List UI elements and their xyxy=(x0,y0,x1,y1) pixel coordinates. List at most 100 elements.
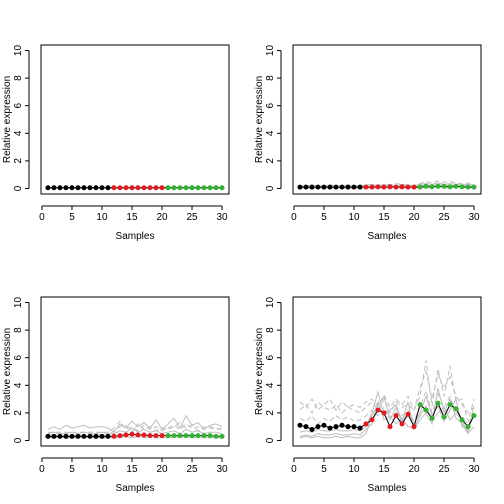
main-series-point xyxy=(93,433,99,439)
main-series-point xyxy=(153,185,159,191)
x-tick-label: 10 xyxy=(348,212,360,223)
plot-frame xyxy=(40,296,230,447)
y-tick-label: 8 xyxy=(13,75,24,81)
main-series-point xyxy=(333,184,339,190)
main-series-point xyxy=(141,432,147,438)
main-series-point xyxy=(81,433,87,439)
main-series-point xyxy=(411,184,417,190)
y-tick-label: 0 xyxy=(13,437,24,443)
main-series-point xyxy=(171,433,177,439)
background-series-5 xyxy=(299,369,475,414)
main-series-point xyxy=(135,185,141,191)
main-series-point xyxy=(471,413,477,419)
main-series-point xyxy=(111,185,117,191)
main-series-point xyxy=(213,433,219,439)
x-tick-label: 10 xyxy=(348,464,360,475)
x-tick-label: 10 xyxy=(96,464,108,475)
x-tick-label: 30 xyxy=(216,212,228,223)
y-tick-label: 4 xyxy=(13,382,24,388)
main-series-point xyxy=(63,433,69,439)
y-tick-label: 0 xyxy=(265,185,276,191)
main-series-point xyxy=(315,184,321,190)
y-axis-label: Relative expression xyxy=(2,76,13,163)
y-axis-label: Relative expression xyxy=(254,76,265,163)
main-series-point xyxy=(297,184,303,190)
y-tick-label: 6 xyxy=(13,354,24,360)
background-series-6 xyxy=(299,389,475,425)
main-series-point xyxy=(465,424,471,430)
background-series-1 xyxy=(299,387,475,439)
main-series-point xyxy=(435,183,441,189)
main-series-point xyxy=(441,183,447,189)
main-series-point xyxy=(171,185,177,191)
main-series-point xyxy=(189,185,195,191)
main-series-point xyxy=(141,185,147,191)
y-tick-label: 4 xyxy=(265,382,276,388)
background-series-4 xyxy=(299,360,475,424)
x-tick-label: 10 xyxy=(96,212,108,223)
main-series-point xyxy=(87,433,93,439)
y-tick-label: 8 xyxy=(265,75,276,81)
main-series-point xyxy=(429,184,435,190)
background-series-3 xyxy=(299,180,475,188)
main-series-point xyxy=(375,184,381,190)
x-tick-label: 5 xyxy=(321,464,327,475)
y-tick-label: 10 xyxy=(265,297,276,309)
background-series-5 xyxy=(47,420,223,433)
main-series-point xyxy=(207,433,213,439)
y-axis-label: Relative expression xyxy=(254,328,265,415)
y-tick-label: 10 xyxy=(265,45,276,57)
x-tick-label: 15 xyxy=(126,464,138,475)
y-axis-label: Relative expression xyxy=(2,328,13,415)
main-series-point xyxy=(453,183,459,189)
main-series-point xyxy=(159,433,165,439)
main-series-point xyxy=(417,184,423,190)
x-tick-label: 15 xyxy=(378,464,390,475)
x-axis-label: Samples xyxy=(116,231,155,242)
main-series-point xyxy=(195,185,201,191)
main-series-point xyxy=(309,184,315,190)
main-series-point xyxy=(405,411,411,417)
y-tick-label: 2 xyxy=(13,410,24,416)
main-series-point xyxy=(441,414,447,420)
main-series-point xyxy=(105,185,111,191)
main-series-point xyxy=(147,185,153,191)
plot-area xyxy=(297,180,477,190)
main-series-point xyxy=(105,433,111,439)
main-series-point xyxy=(321,184,327,190)
x-tick-label: 20 xyxy=(408,212,420,223)
plot-frame xyxy=(292,296,482,447)
main-series-point xyxy=(303,424,309,430)
y-tick-label: 2 xyxy=(265,158,276,164)
main-series-point xyxy=(57,433,63,439)
main-series-point xyxy=(177,185,183,191)
y-tick-label: 2 xyxy=(13,158,24,164)
main-series-point xyxy=(51,185,57,191)
main-series-point xyxy=(135,432,141,438)
x-tick-label: 15 xyxy=(126,212,138,223)
y-tick-label: 4 xyxy=(13,130,24,136)
main-series-point xyxy=(465,184,471,190)
main-series-point xyxy=(381,410,387,416)
main-series-point xyxy=(303,184,309,190)
main-series-point xyxy=(447,402,453,408)
main-series-point xyxy=(417,402,423,408)
main-series-point xyxy=(447,184,453,190)
main-series-point xyxy=(147,433,153,439)
plot-frame xyxy=(40,44,230,195)
main-series-point xyxy=(99,185,105,191)
main-series-point xyxy=(387,424,393,430)
x-tick-label: 5 xyxy=(321,212,327,223)
main-series-point xyxy=(297,422,303,428)
main-series-point xyxy=(369,417,375,423)
main-series-point xyxy=(393,184,399,190)
main-series-point xyxy=(57,185,63,191)
main-series-point xyxy=(357,184,363,190)
main-series-point xyxy=(459,417,465,423)
main-series-point xyxy=(363,421,369,427)
main-series-point xyxy=(339,184,345,190)
y-tick-label: 0 xyxy=(265,437,276,443)
background-series-4 xyxy=(47,421,223,436)
main-series-point xyxy=(219,433,225,439)
main-series-point xyxy=(339,422,345,428)
